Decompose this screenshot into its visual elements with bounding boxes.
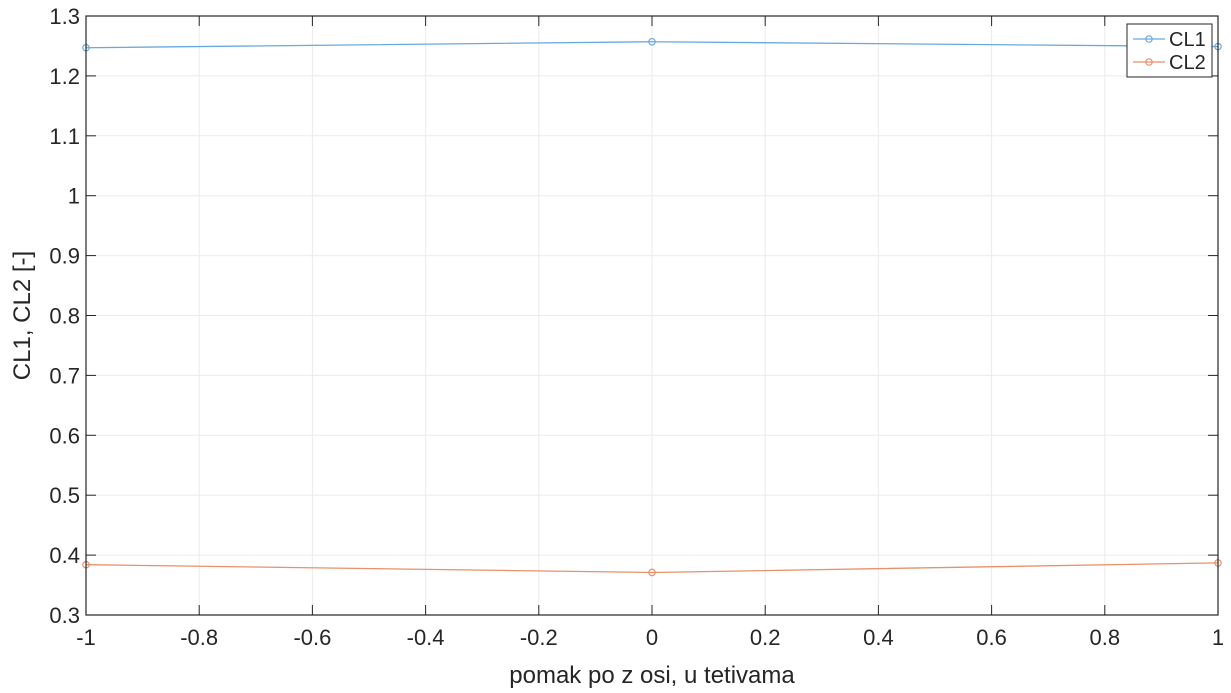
- y-tick-label: 0.6: [49, 423, 80, 448]
- x-tick-label: 0.8: [1090, 625, 1121, 650]
- legend-marker-cl2: [1145, 58, 1153, 66]
- x-tick-label: -1: [76, 625, 96, 650]
- x-tick-label: 0.4: [863, 625, 894, 650]
- y-tick-label: 0.5: [49, 483, 80, 508]
- legend-label-cl1: CL1: [1169, 29, 1206, 51]
- x-tick-label: -0.6: [293, 625, 331, 650]
- x-tick-label: 0.2: [750, 625, 781, 650]
- series-line-cl2: [85, 562, 1219, 574]
- y-tick-label: 0.9: [49, 244, 80, 269]
- x-tick-label: -0.2: [520, 625, 558, 650]
- series-line-cl1: [85, 41, 1219, 49]
- data-point-cl1: [648, 37, 656, 46]
- x-axis-label: pomak po z osi, u tetivama: [509, 662, 795, 689]
- legend-box: [1126, 23, 1213, 78]
- y-tick-label: 0.3: [49, 603, 80, 628]
- y-tick-label: 1.3: [49, 4, 80, 29]
- x-tick-label: -0.4: [407, 625, 445, 650]
- axes: [85, 15, 1219, 616]
- y-tick-label: 0.7: [49, 363, 80, 388]
- y-axis-label: CL1, CL2 [-]: [9, 251, 36, 380]
- x-tick-label: 1: [1212, 625, 1224, 650]
- x-tick-label: 0: [646, 625, 658, 650]
- y-tick-label: 1: [68, 184, 80, 209]
- y-tick-label: 0.8: [49, 304, 80, 329]
- legend-label-cl2: CL2: [1169, 52, 1206, 74]
- y-tick-label: 0.4: [49, 543, 80, 568]
- tick-labels: -1 -0.8 -0.6 -0.4 -0.2 0 0.2 0.4 0.6 0.8 1 0.3 0.4 0.…: [49, 4, 1224, 650]
- x-tick-label: 0.6: [976, 625, 1007, 650]
- y-tick-label: 1.2: [49, 64, 80, 89]
- data-point-cl2: [648, 568, 656, 577]
- y-tick-label: 1.1: [49, 124, 80, 149]
- legend-marker-cl1: [1145, 35, 1153, 43]
- grid: [85, 15, 1219, 616]
- x-tick-label: -0.8: [180, 625, 218, 650]
